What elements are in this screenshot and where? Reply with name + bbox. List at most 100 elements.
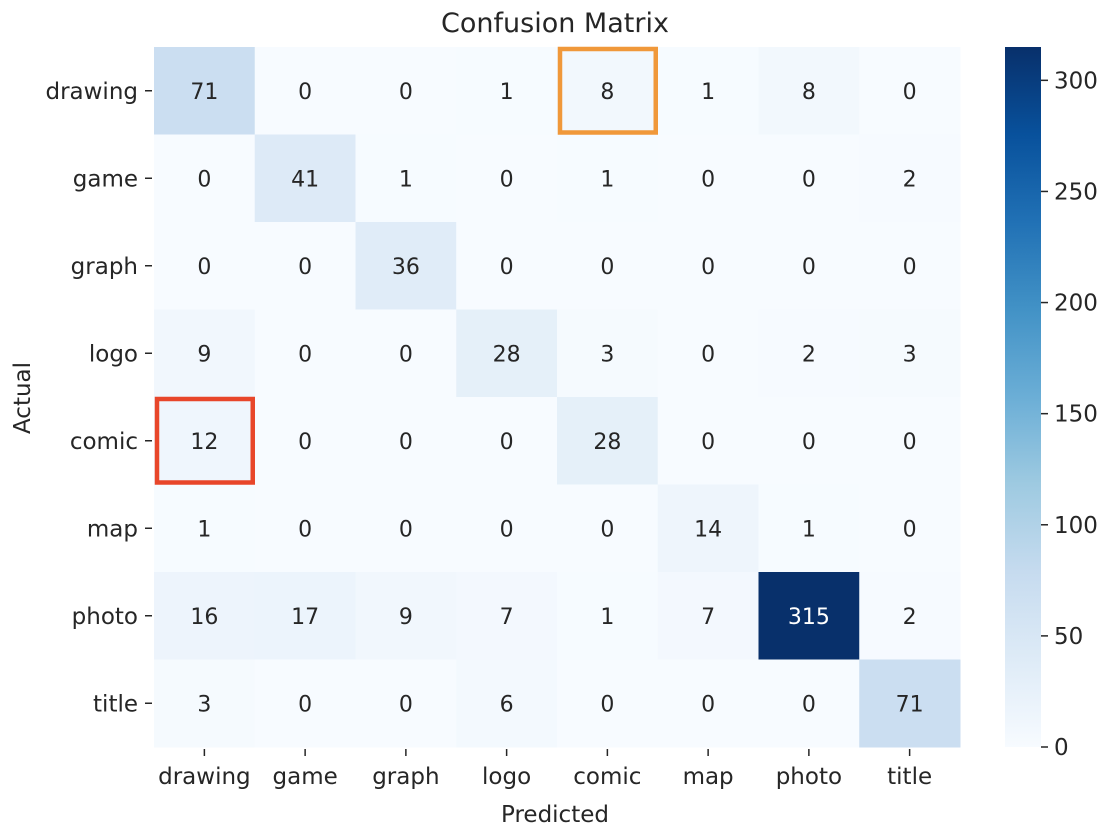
heatmap-cell — [557, 47, 659, 135]
y-tick-label: title — [93, 691, 138, 717]
heatmap-cell — [758, 397, 860, 485]
x-tick-label: game — [273, 764, 338, 790]
cell-value-label: 0 — [701, 167, 715, 192]
heatmap-cell — [456, 47, 558, 135]
x-tick-label: graph — [372, 764, 439, 790]
cell-value-label: 3 — [903, 342, 917, 367]
cell-value-label: 28 — [593, 430, 621, 455]
colorbar-tick-label: 50 — [1054, 624, 1083, 650]
cell-value-label: 0 — [399, 80, 413, 105]
cell-value-label: 1 — [701, 80, 715, 105]
heatmap-cell — [758, 222, 860, 310]
heatmap-cell — [355, 134, 457, 223]
heatmap-cell — [254, 397, 356, 485]
heatmap-cell — [859, 572, 961, 660]
cell-value-label: 0 — [701, 430, 715, 455]
cell-value-label: 0 — [802, 430, 816, 455]
y-tick-label: graph — [71, 254, 138, 280]
x-axis-ticks: drawing game graph logo comic map photo title — [158, 749, 932, 790]
cell-value-label: 0 — [298, 80, 312, 105]
heatmap-cell — [456, 397, 558, 485]
heatmap-cell — [859, 484, 961, 573]
heatmap-cell — [355, 572, 457, 660]
heatmap-cell — [859, 47, 961, 135]
heatmap-cell — [859, 397, 961, 485]
colorbar-tick-label: 0 — [1054, 735, 1069, 761]
cell-value-label: 6 — [500, 692, 514, 717]
x-tick-label: logo — [482, 764, 531, 790]
heatmap-cell — [456, 309, 558, 398]
cell-value-label: 1 — [500, 80, 514, 105]
heatmap-cell — [557, 134, 659, 223]
heatmap-cell — [254, 309, 356, 398]
heatmap-cell — [758, 484, 860, 573]
highlight-boxes — [154, 46, 658, 485]
cell-value-label: 0 — [500, 255, 514, 280]
cell-value-label: 16 — [190, 605, 218, 630]
cell-value-label: 0 — [701, 692, 715, 717]
cell-value-label: 1 — [802, 517, 816, 542]
y-tick-label: comic — [70, 429, 138, 455]
cell-value-label: 0 — [399, 430, 413, 455]
x-axis-label: Predicted — [501, 802, 609, 828]
cell-value-label: 0 — [600, 517, 614, 542]
colorbar-tick-label: 250 — [1054, 179, 1098, 205]
heatmap-cell — [154, 309, 256, 398]
heatmap-cell — [154, 572, 256, 660]
cell-value-label: 7 — [500, 605, 514, 630]
heatmap-cell — [154, 484, 256, 573]
colorbar-tick-label: 200 — [1054, 291, 1098, 317]
y-tick-label: logo — [89, 341, 138, 367]
cell-value-label: 0 — [500, 167, 514, 192]
cell-value-label: 0 — [500, 517, 514, 542]
cell-value-label: 0 — [298, 692, 312, 717]
x-tick-label: title — [887, 764, 932, 790]
heatmap-cell — [154, 397, 256, 485]
heatmap-cell — [758, 572, 860, 660]
colorbar-ticks: 0 50 100 150 200 250 300 — [1041, 68, 1098, 761]
heatmap-cell — [254, 222, 356, 310]
cell-value-label: 0 — [600, 255, 614, 280]
cell-value-label: 14 — [694, 517, 722, 542]
heatmap-cell — [557, 222, 659, 310]
y-axis-label: Actual — [10, 362, 36, 434]
cell-value-label: 3 — [197, 692, 211, 717]
heatmap-cell — [154, 222, 256, 310]
y-tick-label: photo — [72, 604, 138, 630]
cell-value-label: 8 — [600, 80, 614, 105]
heatmap-cell — [657, 659, 759, 748]
heatmap-cell — [456, 134, 558, 223]
heatmap-cell — [657, 47, 759, 135]
cell-value-label: 0 — [903, 80, 917, 105]
cell-value-label: 28 — [493, 342, 521, 367]
heatmap-cell — [758, 47, 860, 135]
cell-value-label: 7 — [701, 605, 715, 630]
heatmap-cell — [657, 222, 759, 310]
x-tick-label: map — [683, 764, 734, 790]
cell-value-label: 0 — [802, 255, 816, 280]
x-tick-label: comic — [573, 764, 641, 790]
heatmap-cell — [154, 134, 256, 223]
cell-value-label: 1 — [197, 517, 211, 542]
heatmap-cell — [254, 659, 356, 748]
x-tick-label: photo — [776, 764, 842, 790]
y-tick-label: drawing — [45, 79, 138, 105]
heatmap-cell — [355, 47, 457, 135]
y-tick-label: game — [73, 166, 138, 192]
cell-value-label: 71 — [896, 692, 924, 717]
cell-value-label: 0 — [197, 167, 211, 192]
cell-value-label: 315 — [788, 605, 830, 630]
heatmap-cell — [557, 572, 659, 660]
y-tick-label: map — [87, 516, 138, 542]
heatmap-cell — [758, 659, 860, 748]
heatmap-cell — [254, 134, 356, 223]
cell-value-label: 0 — [197, 255, 211, 280]
cell-value-label: 0 — [298, 342, 312, 367]
colorbar-tick-label: 150 — [1054, 402, 1098, 428]
cell-value-label: 0 — [500, 430, 514, 455]
heatmap-cell — [758, 309, 860, 398]
cell-value-label: 0 — [298, 517, 312, 542]
heatmap-cell — [859, 222, 961, 310]
heatmap-cell — [758, 134, 860, 223]
cell-value-label: 2 — [802, 342, 816, 367]
